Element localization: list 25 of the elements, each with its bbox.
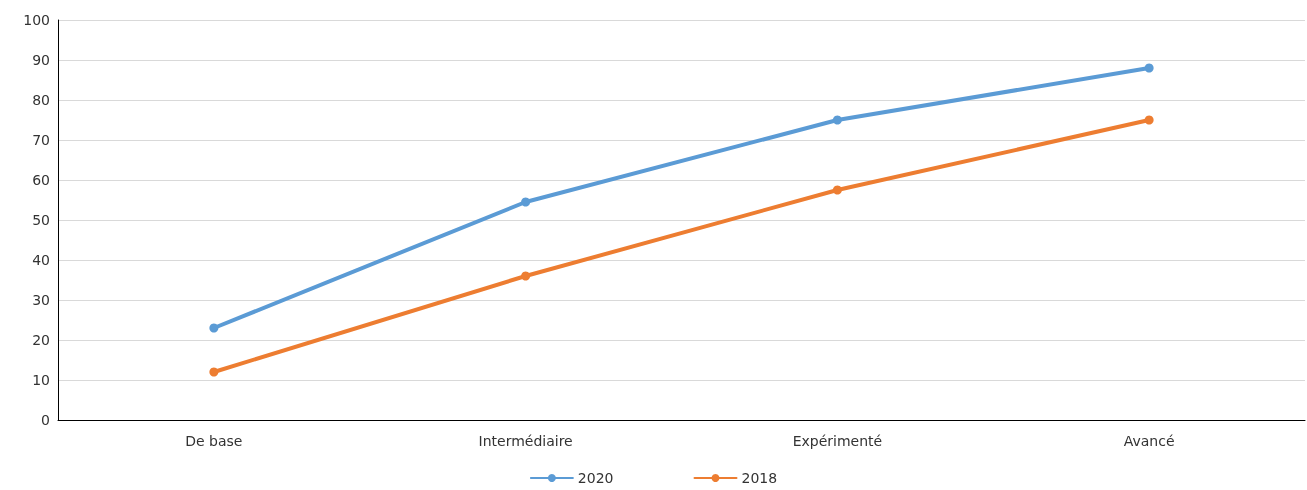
x-tick-label: Expérimenté (792, 433, 883, 449)
legend-label: 2018 (741, 470, 778, 486)
y-tick-label: 70 (32, 132, 50, 148)
point (1144, 115, 1154, 125)
y-tick-label: 80 (32, 92, 50, 108)
y-tick-label: 90 (32, 52, 50, 68)
x-tick-label: Avancé (1123, 433, 1175, 449)
point (521, 197, 531, 207)
legend-label: 2020 (577, 470, 614, 486)
y-tick-label: 50 (32, 212, 50, 228)
point (209, 323, 219, 333)
y-tick-label: 20 (32, 332, 50, 348)
point (521, 271, 531, 281)
x-tick-label: Intermédiaire (478, 433, 573, 449)
y-tick-label: 30 (32, 292, 50, 308)
y-tick-label: 100 (23, 12, 50, 28)
point (832, 115, 842, 125)
y-tick-label: 40 (32, 252, 50, 268)
x-tick-label: De base (185, 433, 243, 449)
point (1144, 63, 1154, 73)
y-tick-label: 0 (41, 412, 50, 428)
point (209, 367, 219, 377)
point (832, 185, 842, 195)
y-tick-label: 60 (32, 172, 50, 188)
y-tick-label: 10 (32, 372, 50, 388)
